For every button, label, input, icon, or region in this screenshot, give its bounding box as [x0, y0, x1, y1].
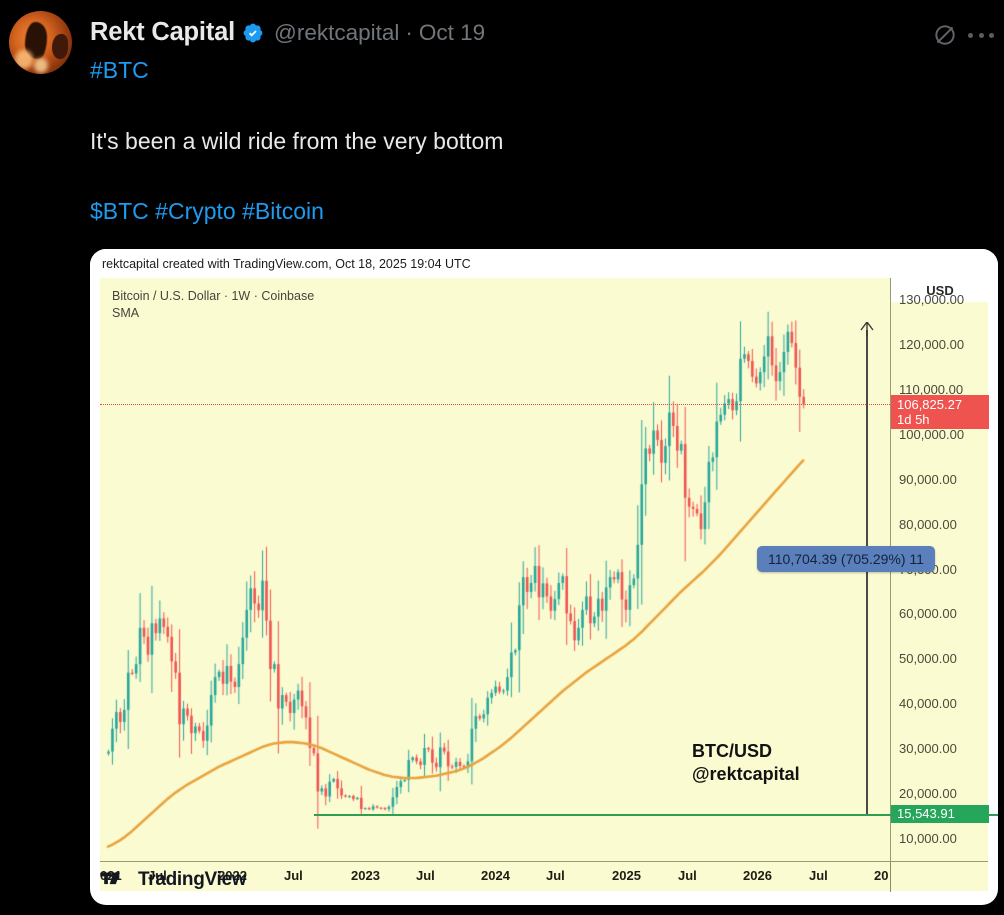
time-tick: Jul [148, 868, 167, 883]
price-tick: 50,000.00 [899, 651, 957, 667]
price-tick: 90,000.00 [899, 471, 957, 487]
time-axis[interactable]: 021Jul2022Jul2023Jul2024Jul2025Jul2026Ju… [100, 861, 988, 892]
separator: · [405, 19, 413, 45]
last-price-badge: 106,825.27 1d 5h [891, 395, 989, 430]
up-arrow-icon [860, 322, 874, 336]
verified-badge-icon [243, 23, 263, 42]
tradingview-footer[interactable]: TradingView [100, 869, 247, 891]
price-tick: 110,000.00 [899, 382, 964, 398]
up-measure-label[interactable]: 110,704.39 (705.29%) 11 [757, 546, 935, 572]
price-scale[interactable]: USD 130,000.00 120,000.00 110,000.00 100,00… [890, 278, 989, 861]
chart-area[interactable]: Bitcoin / U.S. Dollar · 1W · Coinbase SM… [100, 278, 998, 861]
time-tick: Jul [416, 868, 435, 883]
author-row: Rekt Capital @rektcapital · Oct 19 [90, 18, 485, 47]
time-tick: 2024 [481, 868, 510, 883]
last-price-dashed-line [100, 404, 890, 406]
display-name[interactable]: Rekt Capital [90, 18, 235, 46]
chart-attribution-bar: rektcapital created with TradingView.com… [90, 249, 998, 278]
price-tick: 20,000.00 [899, 785, 957, 801]
chart-card[interactable]: rektcapital created with TradingView.com… [90, 249, 998, 905]
price-tick: 40,000.00 [899, 696, 957, 712]
time-tick: Jul [809, 868, 828, 883]
price-scale-currency: USD [891, 278, 989, 302]
avatar[interactable] [9, 11, 72, 74]
price-tick: 130,000.00 [899, 292, 965, 308]
support-price-badge: 15,543.91 [891, 804, 989, 823]
handle[interactable]: @rektcapital [273, 19, 400, 45]
last-price-value: 106,825.27 [897, 397, 963, 413]
price-tick: 120,000.00 [899, 337, 965, 353]
tradingview-logo-icon [100, 872, 120, 885]
tradingview-wordmark: TradingView [138, 869, 247, 890]
price-tick: 100,000.00 [899, 426, 965, 442]
cashtag-links[interactable]: $BTC #Crypto #Bitcoin [90, 198, 324, 224]
price-tick: 30,000.00 [899, 740, 957, 756]
more-options-icon[interactable] [968, 24, 994, 46]
time-tick: 20 [874, 868, 889, 883]
support-level-line[interactable] [314, 813, 998, 817]
hashtag-btc-link[interactable]: #BTC [90, 57, 149, 83]
grok-icon[interactable] [932, 22, 958, 48]
price-tick: 60,000.00 [899, 606, 957, 622]
time-tick: 2026 [743, 868, 772, 883]
tweet-header: Rekt Capital @rektcapital · Oct 19 #BTC [0, 0, 1004, 110]
time-tick: Jul [284, 868, 303, 883]
chart-attribution-text: rektcapital created with TradingView.com… [102, 256, 471, 271]
bar-countdown: 1d 5h [897, 412, 930, 428]
axis-divider [890, 862, 891, 892]
tweet-body: It's been a wild ride from the very bott… [90, 125, 970, 157]
time-tick: 2022 [218, 868, 247, 883]
time-tick: 2025 [612, 868, 641, 883]
time-tick: Jul [678, 868, 697, 883]
time-tick: 2023 [351, 868, 380, 883]
timestamp[interactable]: Oct 19 [418, 19, 486, 45]
tweet-text: It's been a wild ride from the very bott… [90, 128, 504, 154]
time-tick: Jul [546, 868, 565, 883]
price-tick: 10,000.00 [899, 830, 957, 846]
price-tick: 80,000.00 [899, 516, 957, 532]
